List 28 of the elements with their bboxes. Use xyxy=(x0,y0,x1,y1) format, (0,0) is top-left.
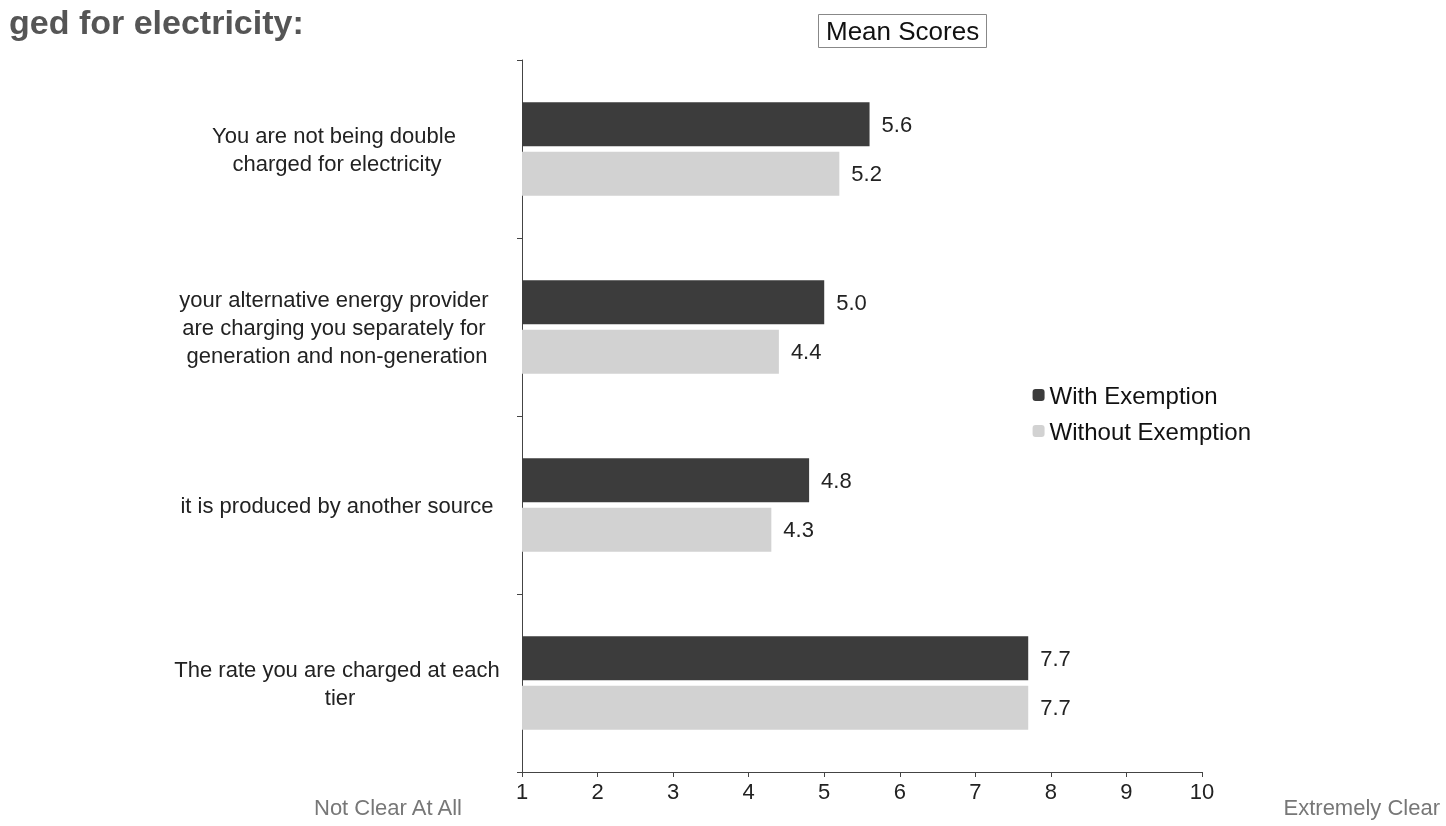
data-label: 4.4 xyxy=(790,339,822,365)
text: ged for electricity: xyxy=(9,3,304,41)
x-tick-label: 3 xyxy=(666,778,680,804)
data-label: 5.6 xyxy=(881,111,913,137)
y-tick-label: your alternative energy provider are charging you separately for generation and non-generation xyxy=(179,286,495,368)
x-tick-label: 1 xyxy=(515,778,529,804)
chart-subtitle: Mean Scores xyxy=(826,16,980,46)
data-label: 7.7 xyxy=(1040,645,1071,671)
x-tick-label: 2 xyxy=(591,778,604,804)
legend-label: With Exemption xyxy=(1049,381,1218,409)
x-tick-label: 6 xyxy=(893,778,906,804)
data-label: 5.2 xyxy=(851,161,882,187)
data-label: 7.7 xyxy=(1040,695,1071,721)
y-tick-label: it is produced by another source xyxy=(180,492,494,518)
x-tick-label: 9 xyxy=(1120,778,1133,804)
x-tick-label: 10 xyxy=(1189,778,1215,804)
x-tick-label: 4 xyxy=(742,778,755,804)
x-tick-label: 8 xyxy=(1044,778,1058,804)
text: Extremely Clear xyxy=(1283,794,1440,820)
y-tick-label: The rate you are charged at each tier xyxy=(174,656,500,710)
y-tick-label: You are not being double charged for electricity xyxy=(212,122,462,176)
x-tick-label: 5 xyxy=(818,778,831,804)
legend-label: Without Exemption xyxy=(1049,417,1251,445)
x-tick-label: 7 xyxy=(969,778,982,804)
text: Not Clear At All xyxy=(314,794,462,820)
data-label: 4.3 xyxy=(783,517,814,543)
data-label: 5.0 xyxy=(836,289,867,315)
data-label: 4.8 xyxy=(821,467,852,493)
